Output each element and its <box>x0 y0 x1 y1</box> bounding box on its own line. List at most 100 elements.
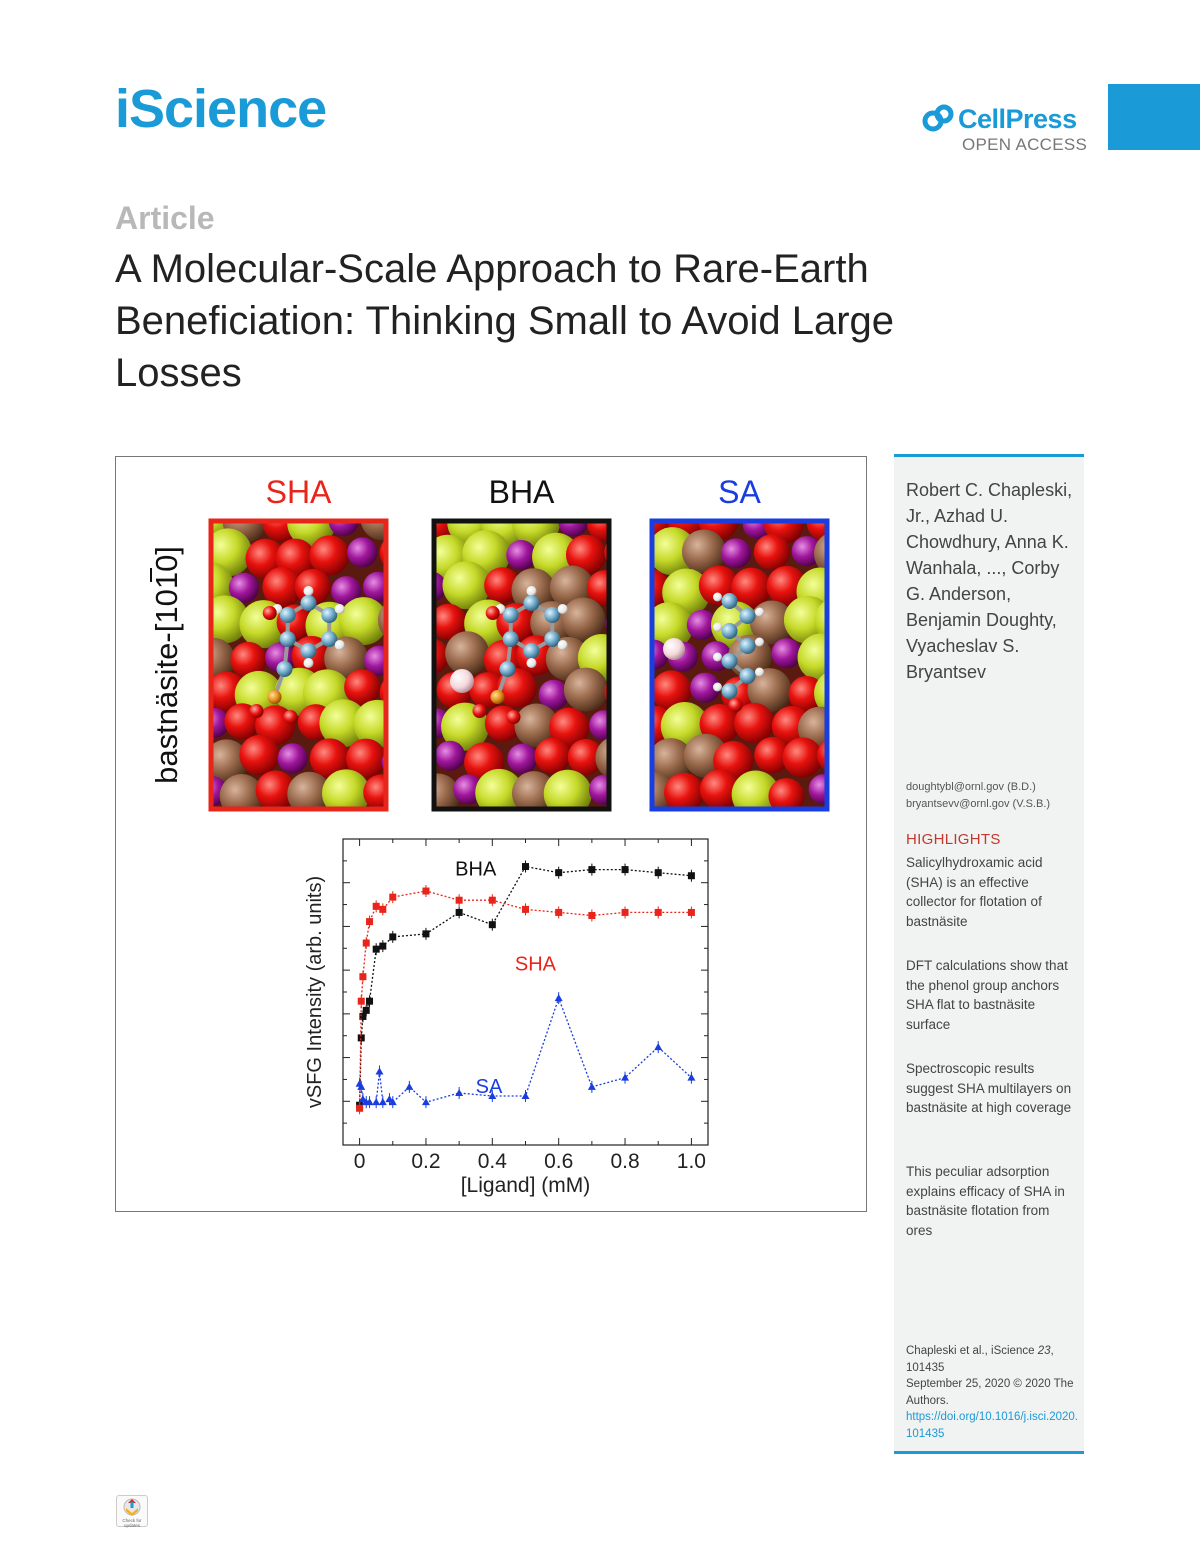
surface-label-group: bastnäsite-[1010] <box>149 546 184 784</box>
surface-atom <box>595 737 609 779</box>
surface-label: bastnäsite-[1010] <box>149 546 184 784</box>
citation-article: , 101435 <box>906 1345 1054 1374</box>
email-doughty[interactable]: doughtybl@ornl.gov (B.D.) <box>906 781 1036 793</box>
surface-atom <box>230 641 267 678</box>
surface-atom <box>791 536 822 567</box>
surface-atom <box>543 769 592 809</box>
surface-atoms-bha <box>434 521 609 809</box>
surface-atom <box>287 771 332 809</box>
series-sa <box>355 992 696 1109</box>
surface-atom <box>567 738 604 775</box>
panel-label-sha: SHA <box>266 474 332 510</box>
surface-atom <box>324 636 369 681</box>
panel-sha: SHA <box>208 474 389 812</box>
header-accent-tab <box>1108 84 1200 150</box>
cellpress-logo: CellPress OPEN ACCESS <box>922 104 1092 158</box>
surface-atom <box>219 774 264 809</box>
ligand-carbon-atom <box>321 631 338 647</box>
data-point <box>379 905 387 913</box>
data-point <box>522 905 529 913</box>
ligand-carbon-atom <box>502 607 519 623</box>
surface-atom <box>731 770 780 809</box>
surface-atom <box>814 672 827 715</box>
surface-atom <box>652 602 694 651</box>
surface-atom <box>475 768 524 809</box>
surface-atom <box>699 769 740 809</box>
highlights-heading: HIGHLIGHTS <box>906 831 1001 848</box>
ligand-oxygen-atom <box>262 606 277 620</box>
ligand-molecule-sha <box>249 586 345 724</box>
surface-atom <box>817 739 827 772</box>
surface-atom <box>277 743 308 774</box>
data-point <box>588 866 596 874</box>
ligand-hydrogen-atom <box>334 604 345 614</box>
crossmark-icon <box>123 1498 141 1516</box>
ligand-oxygen-atom <box>728 698 743 712</box>
citation-date: September 25, 2020 © 2020 The Authors. <box>906 1378 1074 1407</box>
data-point <box>366 997 374 1005</box>
data-point <box>357 1082 366 1090</box>
series-line-sha <box>358 890 692 1109</box>
surface-atom <box>538 679 569 710</box>
crossmark-badge[interactable]: Check for updates <box>116 1495 148 1528</box>
data-point <box>587 1082 596 1090</box>
journal-logo: iScience <box>115 79 327 139</box>
ligand-carbon-atom <box>300 643 317 659</box>
series-annotation-bha: BHA <box>455 859 497 881</box>
doi-link[interactable]: https://doi.org/10.1016/j.isci.2020.1014… <box>906 1411 1078 1440</box>
surface-atom <box>319 699 368 748</box>
surface-atom <box>586 570 609 607</box>
data-point <box>359 973 367 981</box>
data-point <box>378 1098 387 1106</box>
ligand-molecule-sa <box>663 592 764 712</box>
data-point <box>366 918 374 926</box>
panel-frame-sha <box>208 518 389 812</box>
surface-atom <box>783 595 827 644</box>
data-point <box>588 912 596 919</box>
citation-authors: Chapleski et al., iScience <box>906 1345 1038 1357</box>
surface-atom <box>731 567 772 608</box>
series-annotation-sha: SHA <box>515 954 557 976</box>
data-point <box>488 921 496 929</box>
ligand-carbon-atom <box>721 593 738 609</box>
surface-atoms-sa <box>652 521 827 809</box>
ligand-carbon-atom <box>739 638 756 654</box>
surface-atom <box>681 529 726 574</box>
data-point <box>372 902 380 910</box>
data-point <box>521 1092 530 1100</box>
data-point <box>654 869 662 877</box>
surface-atom <box>309 738 350 779</box>
panel-label-bha: BHA <box>489 474 555 510</box>
x-axis-label: [Ligand] (mM) <box>461 1174 591 1197</box>
data-point <box>388 1098 397 1106</box>
surface-atom <box>788 675 825 712</box>
surface-atom <box>328 521 359 536</box>
surface-atom <box>484 567 521 604</box>
ligand-molecule-bha <box>450 586 568 724</box>
molecule-panels: SHA BHA SA <box>208 474 830 812</box>
data-point <box>555 908 563 916</box>
panel-frame-bha <box>431 518 612 812</box>
surface-atom <box>331 576 362 607</box>
graphical-abstract: bastnäsite-[1010] SHA BHA SA 0 0.2 0.4 0.6 0.8… <box>115 456 867 1212</box>
surface-atom <box>686 609 717 640</box>
surface-atom <box>652 670 692 711</box>
author-list: Robert C. Chapleski, Jr., Azhad U. Chowd… <box>906 480 1073 682</box>
panel-frame-sa <box>649 518 830 812</box>
surface-atom <box>434 773 460 809</box>
data-point <box>554 994 563 1002</box>
data-point <box>522 863 529 871</box>
surface-atom <box>753 534 790 571</box>
surface-atom <box>561 597 606 642</box>
water-atom <box>663 638 685 660</box>
data-point <box>359 1012 367 1020</box>
data-point <box>357 997 365 1005</box>
email-bryantsev[interactable]: bryantsevv@ornl.gov (V.S.B.) <box>906 798 1051 810</box>
ligand-carbon-atom <box>276 661 293 677</box>
surface-atom <box>211 595 249 644</box>
ligand-oxygen-atom <box>472 704 487 718</box>
surface-atom <box>814 599 827 642</box>
surface-atom <box>652 527 697 576</box>
surface-atom <box>771 638 802 669</box>
ligand-hydrogen-atom <box>713 592 722 602</box>
